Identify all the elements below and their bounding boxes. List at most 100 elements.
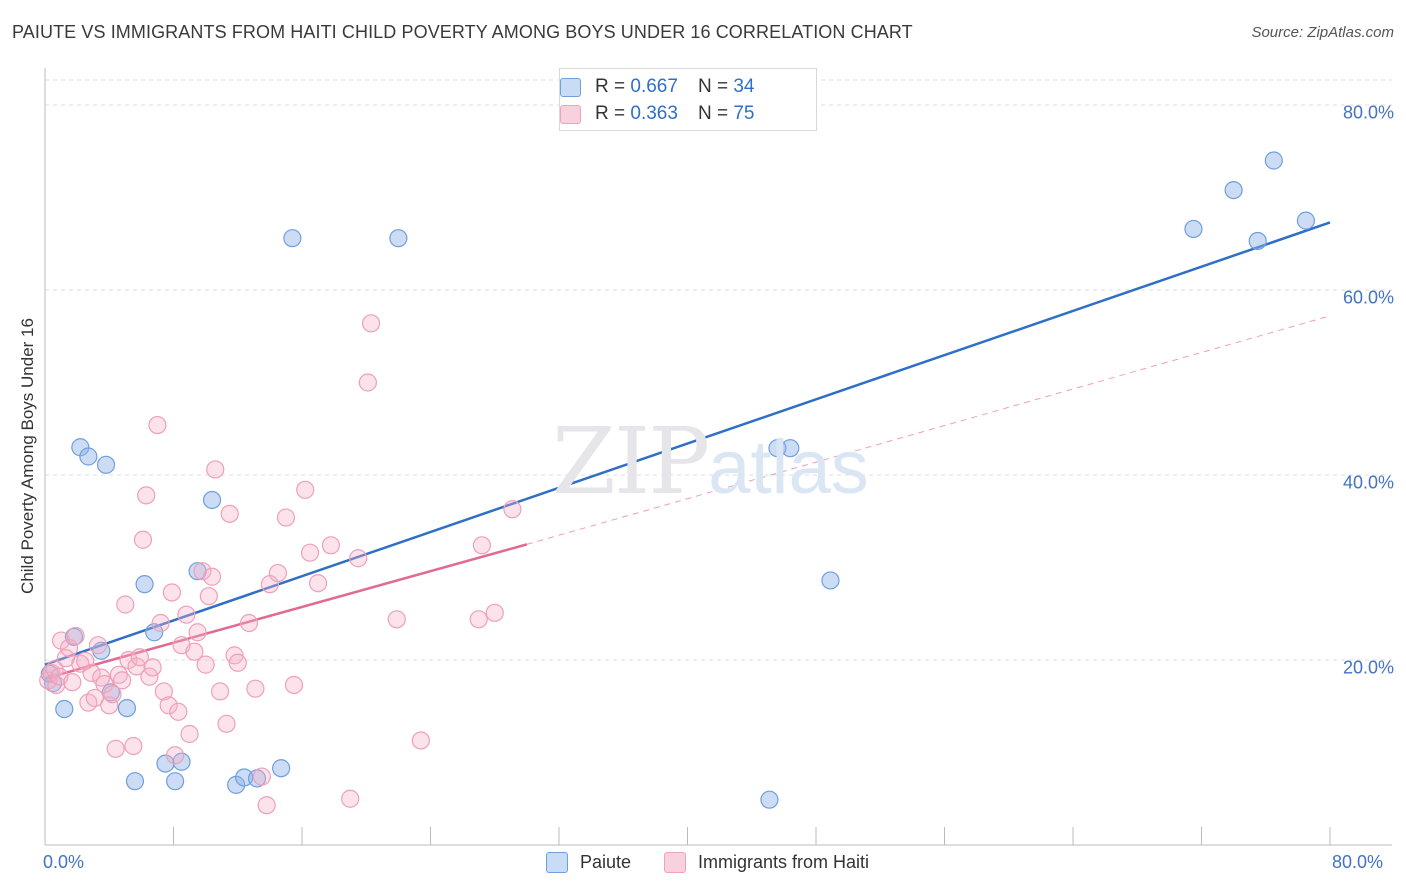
point-paiute	[55, 699, 74, 719]
legend-label-paiute: Paiute	[580, 852, 632, 872]
point-haiti	[169, 702, 188, 721]
point-haiti	[196, 655, 215, 674]
legend-r-label: R =	[595, 103, 626, 124]
point-haiti	[228, 653, 247, 672]
legend-r-value: 0.363	[630, 103, 678, 124]
point-paiute	[272, 759, 291, 778]
point-haiti	[137, 486, 156, 505]
point-haiti	[159, 696, 178, 715]
legend-row-haiti: R = 0.363 N = 75	[560, 103, 755, 125]
point-paiute	[768, 439, 787, 458]
legend-item-paiute: Paiute	[546, 852, 631, 873]
point-haiti	[85, 688, 104, 708]
point-paiute	[1224, 181, 1243, 200]
point-paiute	[235, 768, 254, 787]
point-paiute	[1296, 211, 1316, 230]
point-haiti	[284, 675, 304, 695]
point-haiti	[66, 626, 85, 646]
legend-swatch-haiti	[560, 104, 581, 124]
point-haiti	[321, 536, 341, 555]
point-haiti	[276, 508, 296, 527]
point-haiti	[257, 796, 276, 815]
point-paiute	[389, 229, 408, 248]
point-haiti	[206, 460, 225, 479]
point-haiti	[193, 562, 212, 581]
x-tick-label: 80.0%	[1332, 852, 1384, 872]
point-haiti	[268, 563, 288, 583]
point-haiti	[151, 613, 170, 633]
point-haiti	[143, 658, 162, 677]
point-haiti	[82, 663, 101, 683]
point-haiti	[472, 536, 491, 555]
legend-row-paiute: R = 0.667 N = 34	[560, 76, 755, 98]
legend-label-haiti: Immigrants from Haiti	[698, 852, 870, 872]
point-haiti	[220, 504, 239, 523]
y-tick-label: 20.0%	[1342, 657, 1394, 678]
point-paiute	[1248, 231, 1267, 251]
point-paiute	[781, 439, 800, 458]
trend-line-paiute	[44, 221, 1331, 666]
point-haiti	[154, 682, 173, 701]
legend-n-value: 75	[733, 103, 755, 124]
point-haiti	[358, 373, 377, 392]
y-tick-label: 60.0%	[1342, 287, 1394, 308]
point-haiti	[246, 679, 265, 698]
point-haiti	[387, 610, 406, 629]
point-paiute	[760, 790, 779, 809]
point-haiti	[199, 587, 218, 606]
source-credit: Source: ZipAtlas.com	[1251, 24, 1394, 41]
legend-n-label: N =	[697, 76, 729, 97]
legend-swatch-paiute	[560, 77, 581, 97]
point-haiti	[100, 696, 119, 715]
point-haiti	[296, 480, 315, 499]
point-haiti	[349, 549, 368, 568]
grid-lines	[45, 79, 1392, 661]
y-axis-label: Child Poverty Among Boys Under 16	[18, 318, 37, 594]
legend-n-label: N =	[697, 103, 729, 124]
legend-swatch-haiti	[664, 852, 686, 873]
watermark-atlas: atlas	[708, 425, 869, 510]
point-haiti	[166, 746, 185, 765]
chart-title: PAIUTE VS IMMIGRANTS FROM HAITI CHILD PO…	[12, 22, 913, 42]
point-paiute	[135, 575, 154, 594]
point-haiti	[88, 636, 108, 655]
correlation-legend: R = 0.667 N = 34 R = 0.363 N = 75	[559, 68, 817, 131]
point-paiute	[821, 571, 840, 590]
point-haiti	[177, 605, 196, 624]
point-haiti	[217, 714, 236, 733]
point-haiti	[411, 731, 430, 750]
y-tick-label: 40.0%	[1342, 472, 1394, 493]
point-haiti	[133, 530, 153, 549]
point-haiti	[112, 671, 132, 690]
point-haiti	[503, 500, 522, 519]
point-paiute	[145, 623, 164, 642]
point-haiti	[185, 642, 204, 661]
axes	[44, 68, 1392, 846]
point-haiti	[130, 648, 149, 667]
point-haiti	[63, 673, 82, 692]
point-paiute	[92, 641, 111, 660]
point-haiti	[106, 739, 125, 758]
legend-swatch-paiute	[546, 852, 568, 873]
y-tick-label: 80.0%	[1342, 102, 1394, 123]
point-haiti	[252, 767, 271, 786]
point-haiti	[162, 583, 181, 602]
point-haiti	[239, 613, 259, 633]
point-haiti	[103, 685, 122, 704]
legend-r-value: 0.667	[630, 76, 678, 97]
x-tick-label: 0.0%	[43, 852, 85, 872]
legend-r-label: R =	[595, 76, 626, 97]
point-paiute	[96, 455, 116, 474]
point-paiute	[166, 772, 185, 791]
point-paiute	[172, 752, 191, 771]
data-points	[39, 95, 1316, 815]
point-haiti	[210, 682, 230, 701]
point-haiti	[188, 623, 207, 642]
point-paiute	[125, 772, 145, 791]
point-haiti	[116, 595, 135, 614]
legend-n-value: 34	[733, 76, 755, 97]
trend-lines	[44, 221, 1331, 680]
point-paiute	[117, 698, 137, 718]
watermark: ZIPatlas	[552, 408, 869, 515]
